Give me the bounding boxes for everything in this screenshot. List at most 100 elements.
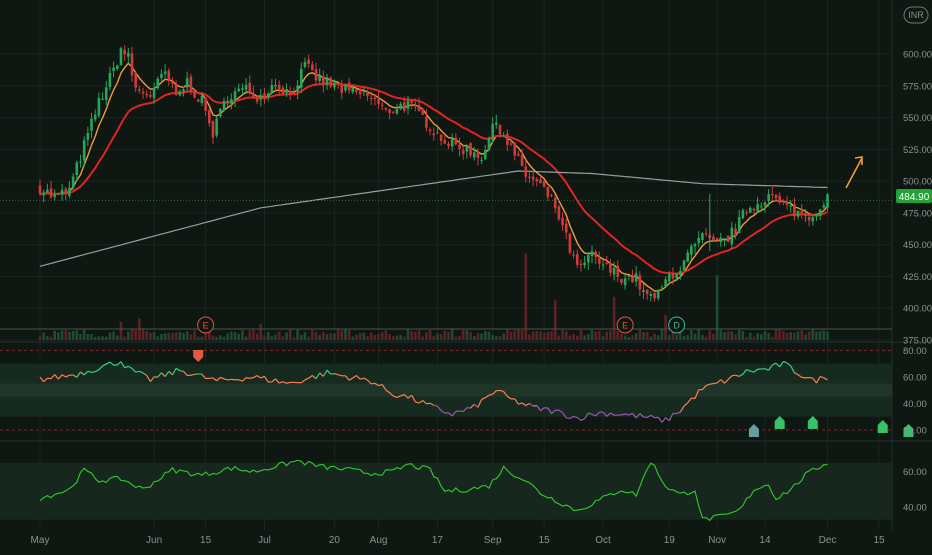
candle-body[interactable] [204,98,207,111]
candle-body[interactable] [491,124,494,140]
candle-body[interactable] [134,73,137,87]
candle-body[interactable] [120,48,123,65]
candle-body[interactable] [742,210,745,218]
candle-body[interactable] [760,206,763,207]
candle-body[interactable] [326,78,329,85]
candle-body[interactable] [808,217,811,221]
candle-body[interactable] [311,64,314,70]
candle-body[interactable] [333,83,336,87]
candle-body[interactable] [734,229,737,235]
candle-body[interactable] [812,217,815,221]
candle-body[interactable] [694,244,697,246]
candle-body[interactable] [179,91,182,95]
candle-body[interactable] [245,85,248,90]
candle-body[interactable] [745,212,748,213]
candle-body[interactable] [789,205,792,206]
candle-body[interactable] [804,215,807,216]
candle-body[interactable] [256,96,259,101]
candle-body[interactable] [506,134,509,145]
candle-body[interactable] [583,263,586,266]
candle-body[interactable] [307,60,310,64]
candle-body[interactable] [723,238,726,239]
candle-body[interactable] [83,140,86,160]
candle-body[interactable] [138,89,141,90]
candle-body[interactable] [613,268,616,275]
candle-body[interactable] [631,277,634,283]
event-badge[interactable]: E [198,317,214,333]
candle-body[interactable] [396,109,399,114]
candle-body[interactable] [278,85,281,89]
candle-body[interactable] [502,136,505,137]
candle-body[interactable] [477,152,480,158]
candle-body[interactable] [712,237,715,240]
candle-body[interactable] [171,82,174,84]
candle-body[interactable] [675,274,678,278]
candle-body[interactable] [142,92,145,94]
candle-body[interactable] [539,179,542,183]
candle-body[interactable] [116,65,119,68]
candle-body[interactable] [598,259,601,264]
candle-body[interactable] [175,85,178,95]
candle-body[interactable] [90,119,93,131]
candle-body[interactable] [547,187,550,197]
candle-body[interactable] [815,214,818,217]
candle-body[interactable] [764,202,767,205]
candle-body[interactable] [267,94,270,98]
candle-body[interactable] [186,78,189,87]
candle-body[interactable] [381,105,384,106]
event-badge[interactable]: D [669,317,685,333]
candle-body[interactable] [363,91,366,92]
candle-body[interactable] [756,204,759,211]
currency-badge[interactable]: INR [904,7,928,23]
candle-body[interactable] [329,78,332,87]
candle-body[interactable] [462,150,465,154]
candle-body[interactable] [819,209,822,216]
candle-body[interactable] [786,202,789,205]
candle-body[interactable] [565,224,568,233]
candle-body[interactable] [322,76,325,85]
candle-body[interactable] [68,188,71,196]
buy-signal-icon[interactable] [749,424,759,437]
candle-body[interactable] [156,79,159,88]
candle-body[interactable] [421,109,424,115]
candle-body[interactable] [650,294,653,296]
candle-body[interactable] [50,188,53,197]
candle-body[interactable] [215,118,218,135]
candle-body[interactable] [550,195,553,196]
candle-body[interactable] [429,130,432,132]
candle-body[interactable] [414,105,417,106]
candle-body[interactable] [39,185,42,193]
candle-body[interactable] [469,143,472,155]
candle-body[interactable] [664,279,667,286]
candle-body[interactable] [289,91,292,94]
candle-body[interactable] [720,238,723,243]
candle-body[interactable] [94,115,97,120]
candle-body[interactable] [160,74,163,78]
candlesticks[interactable] [39,45,829,301]
candle-body[interactable] [466,145,469,151]
candle-body[interactable] [473,152,476,157]
candle-body[interactable] [112,68,115,71]
candle-body[interactable] [101,99,104,100]
candle-body[interactable] [344,84,347,90]
candle-body[interactable] [241,88,244,90]
candle-body[interactable] [337,83,340,84]
candle-body[interactable] [377,99,380,104]
candle-body[interactable] [753,209,756,211]
candle-body[interactable] [576,254,579,265]
candle-body[interactable] [628,275,631,276]
candle-body[interactable] [366,93,369,96]
candle-body[interactable] [79,161,82,162]
candle-body[interactable] [517,154,520,156]
candle-body[interactable] [716,238,719,241]
candle-body[interactable] [686,253,689,262]
event-badge[interactable]: E [617,317,633,333]
candle-body[interactable] [304,62,307,67]
candle-body[interactable] [624,278,627,285]
candle-body[interactable] [447,144,450,146]
candle-body[interactable] [775,195,778,198]
candle-body[interactable] [484,150,487,159]
candle-body[interactable] [212,121,215,137]
candle-body[interactable] [418,105,421,111]
candle-body[interactable] [87,133,90,140]
